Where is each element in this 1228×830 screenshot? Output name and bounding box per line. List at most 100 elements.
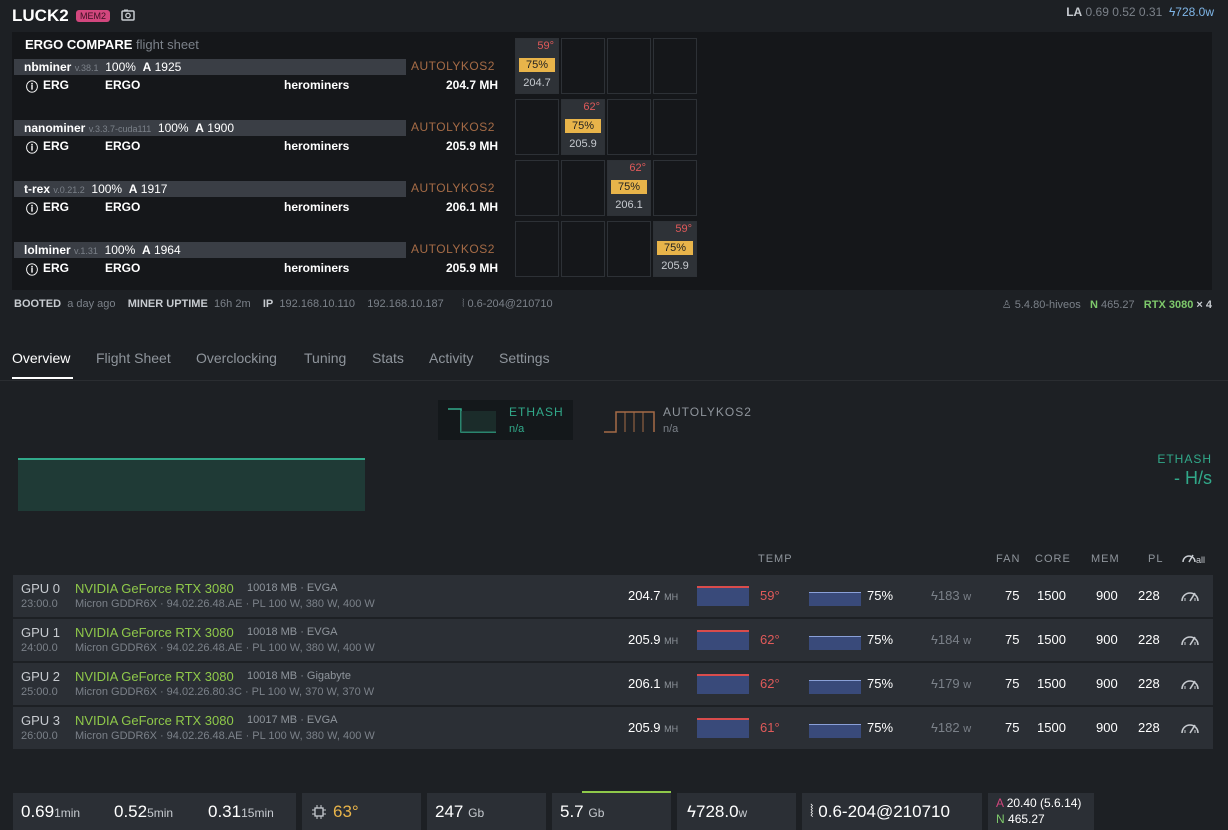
gpu-cell[interactable]: 62° 75% 205.9	[561, 99, 605, 155]
gpu-cell-fan: 75%	[565, 119, 601, 133]
gpu-hashrate: 206.1	[628, 676, 661, 691]
gpu-core: 1500	[1037, 676, 1066, 691]
footer-version: ⦚ 0.6-204@210710	[802, 793, 982, 830]
gpu-bus: 26:00.0	[21, 730, 58, 742]
gpu-memory: 10018 MB · EVGA	[247, 626, 338, 638]
miner-id: 1964	[153, 243, 181, 257]
cpu-icon	[312, 805, 326, 819]
gpu-fan-percent: 75%	[867, 676, 894, 691]
ethash-chart-icon	[448, 408, 496, 433]
gauge-icon[interactable]	[1180, 719, 1200, 735]
nvidia-label: N	[1089, 299, 1098, 311]
gpu-memory: 10018 MB · EVGA	[247, 582, 338, 594]
wallet-name: ERGO	[105, 200, 141, 214]
version-value: 0.6-204@210710	[467, 298, 553, 310]
flight-sheet-title[interactable]: ERGO COMPARE flight sheet	[25, 37, 199, 52]
tab-tuning[interactable]: Tuning	[304, 350, 347, 366]
nv-label: N	[996, 812, 1005, 826]
miner-version: v.38.1	[74, 63, 99, 73]
kernel-version: 5.4.80-hiveos	[1014, 299, 1081, 311]
gpu-row[interactable]: GPU 2 25:00.0 NVIDIA GeForce RTX 3080 10…	[13, 663, 1213, 706]
tab-stats[interactable]: Stats	[372, 350, 404, 366]
gpu-fan: 75	[1005, 676, 1020, 691]
gauge-all-icon[interactable]	[1181, 551, 1197, 563]
miner-algo: AUTOLYKOS2	[411, 59, 495, 73]
gpu-cell-empty	[653, 160, 697, 216]
ip-local[interactable]: 192.168.10.110	[279, 298, 356, 310]
power-icon: ϟ	[931, 676, 938, 691]
col-temp: TEMP	[758, 553, 793, 565]
gpu-hashrate: 205.9	[628, 720, 661, 735]
footer-power-unit: w	[738, 806, 748, 820]
gpu-row[interactable]: GPU 3 26:00.0 NVIDIA GeForce RTX 3080 10…	[13, 707, 1213, 750]
gpu-fan: 75	[1005, 588, 1020, 603]
coin-name: ERG	[43, 200, 70, 214]
gpu-memclk: 900	[1096, 676, 1118, 691]
gpu-pl: 228	[1138, 720, 1160, 735]
rate-value: - H/s	[1174, 468, 1212, 488]
gpu-fan-percent: 75%	[867, 632, 894, 647]
gpu-fan-percent: 75%	[867, 720, 894, 735]
miner-algo: AUTOLYKOS2	[411, 120, 495, 134]
system-info: ♙ 5.4.80-hiveos N 465.27 RTX 3080 × 4	[1002, 298, 1212, 311]
gpu-hashrate: 205.9	[628, 632, 661, 647]
la-values: 0.69 0.52 0.31	[1085, 5, 1163, 19]
ram-value: 5.7	[560, 802, 584, 821]
footer-drivers: A 20.40 (5.6.14) N 465.27	[988, 793, 1094, 830]
gauge-icon[interactable]	[1180, 675, 1200, 691]
gpu-hash-unit: MH	[664, 636, 679, 646]
autolykos-chart-icon[interactable]	[603, 410, 655, 434]
gauge-icon[interactable]	[1180, 631, 1200, 647]
miner-hashrate: 205.9 MH	[445, 261, 498, 275]
tab-activity[interactable]: Activity	[429, 350, 474, 366]
hashrate-chart[interactable]	[18, 458, 365, 511]
gpu-model: NVIDIA GeForce RTX 3080	[75, 669, 234, 684]
wallet-name: ERGO	[105, 261, 141, 275]
footer-power-value: 728.0	[696, 802, 739, 821]
fan-sparkline	[809, 680, 861, 694]
amd-label: A	[996, 796, 1004, 810]
gauge-all-label: all	[1196, 555, 1206, 565]
header-power: 728.0w	[1175, 5, 1214, 19]
camera-icon[interactable]	[121, 9, 135, 21]
miner-id-label: A	[195, 121, 204, 135]
active-tab-indicator	[12, 377, 73, 379]
miner-name: nbminer	[24, 60, 72, 74]
fan-sparkline	[809, 636, 861, 650]
gpu-memory: 10018 MB · Gigabyte	[247, 670, 351, 682]
ip-remote[interactable]: 192.168.10.187	[367, 298, 444, 310]
gauge-icon[interactable]	[1180, 587, 1200, 603]
la-label: LA	[1066, 5, 1083, 19]
gpu-pl: 228	[1138, 588, 1160, 603]
gpu-cell-empty	[561, 160, 605, 216]
miner-bar[interactable]: nanominer v.3.3.7-cuda111 100% A 1900	[14, 120, 406, 136]
tab-flight-sheet[interactable]: Flight Sheet	[96, 350, 171, 366]
miner-coin-row: ⓘ ERG ERGO herominers 205.9 MH	[14, 261, 500, 277]
gpu-cell[interactable]: 62° 75% 206.1	[607, 160, 651, 216]
autolykos-label[interactable]: AUTOLYKOS2	[663, 405, 752, 419]
miner-bar[interactable]: t-rex v.0.21.2 100% A 1917	[14, 181, 406, 197]
gpu-power-unit: w	[963, 591, 972, 603]
tab-overclocking[interactable]: Overclocking	[196, 350, 277, 366]
gpu-model: NVIDIA GeForce RTX 3080	[75, 625, 234, 640]
coin-icon: ⓘ	[26, 141, 39, 155]
miner-percent: 100%	[104, 243, 136, 257]
gpu-row[interactable]: GPU 0 23:00.0 NVIDIA GeForce RTX 3080 10…	[13, 575, 1213, 618]
miner-bar[interactable]: lolminer v.1.31 100% A 1964	[14, 242, 406, 258]
la1-unit: 1min	[54, 806, 81, 820]
flight-sheet-name: ERGO COMPARE	[25, 37, 133, 52]
tab-overview[interactable]: Overview	[12, 350, 71, 366]
gpu-cell[interactable]: 59° 75% 204.7	[515, 38, 559, 94]
miner-bar[interactable]: nbminer v.38.1 100% A 1925	[14, 59, 406, 75]
nvidia-driver: 465.27	[1100, 299, 1135, 311]
tab-settings[interactable]: Settings	[499, 350, 550, 366]
temp-sparkline	[697, 674, 749, 694]
footer-disk: 247 Gb	[427, 793, 546, 830]
gpu-cell[interactable]: 59° 75% 205.9	[653, 221, 697, 277]
la1-value: 0.69	[21, 802, 55, 821]
gpu-row[interactable]: GPU 1 24:00.0 NVIDIA GeForce RTX 3080 10…	[13, 619, 1213, 662]
miner-version: v.1.31	[74, 246, 98, 256]
miner-hashrate: 206.1 MH	[445, 200, 498, 214]
gpu-cell-hash: 205.9	[569, 138, 597, 150]
gpu-temp: 61°	[760, 720, 780, 735]
